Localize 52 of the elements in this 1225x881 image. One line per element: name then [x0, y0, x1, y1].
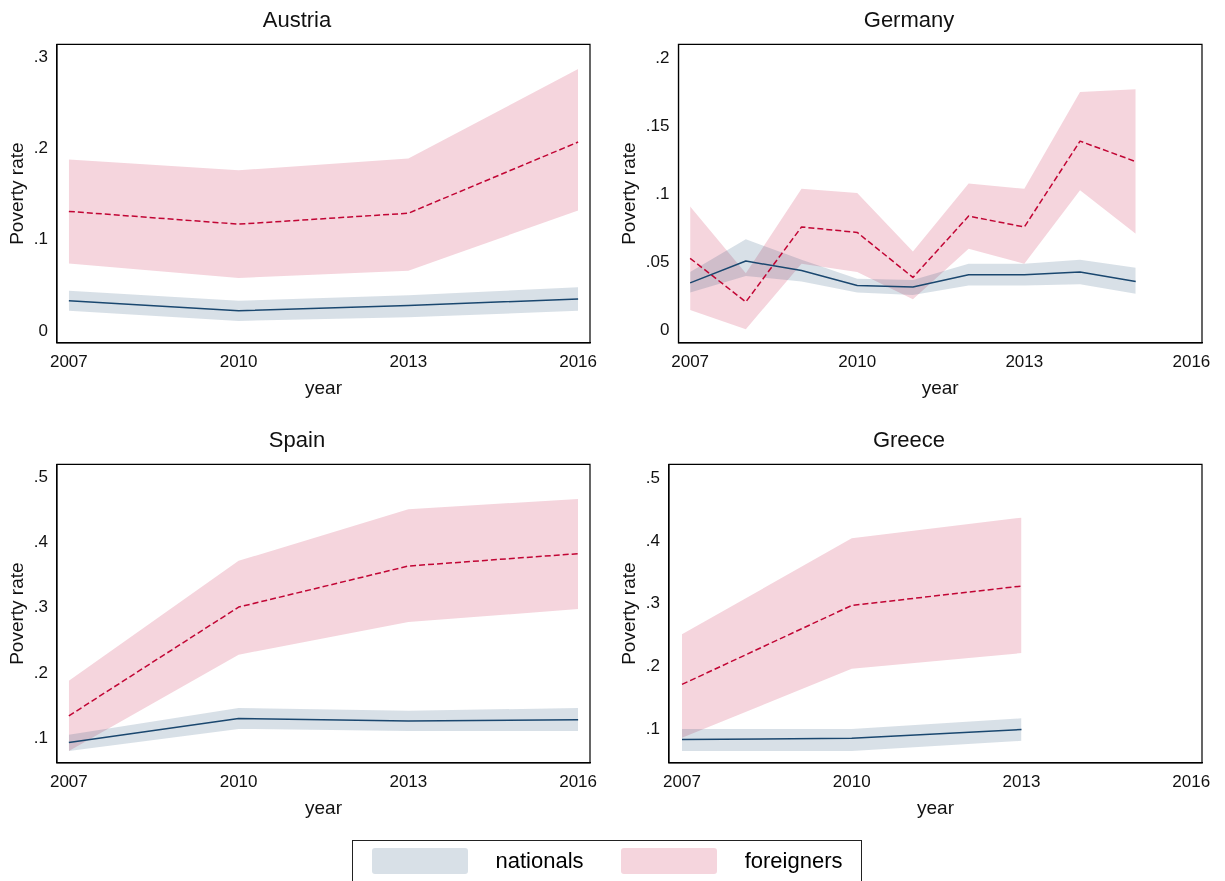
y-tick-label: .1 — [33, 727, 48, 747]
y-tick-label: .1 — [645, 718, 660, 738]
x-tick-label: 2016 — [559, 351, 598, 371]
y-tick-label: 0 — [38, 320, 48, 340]
x-tick-label: 2007 — [49, 771, 88, 791]
x-tick-label: 2010 — [838, 351, 877, 371]
x-tick-label: 2007 — [663, 771, 701, 791]
x-tick-label: 2010 — [832, 771, 871, 791]
y-tick-label: .2 — [33, 662, 48, 682]
x-tick-label: 2013 — [389, 771, 428, 791]
y-tick-label: .05 — [645, 252, 670, 272]
line-series — [68, 552, 579, 717]
y-axis-title: Poverty rate — [617, 142, 639, 245]
x-axis-title: year — [921, 376, 960, 398]
y-tick-label: .2 — [655, 47, 670, 67]
x-axis-title: year — [305, 376, 343, 398]
y-axis-title: Poverty rate — [5, 562, 27, 665]
x-tick-label: 2016 — [1172, 351, 1211, 371]
chart-title: Spain — [268, 427, 326, 453]
y-tick-label: .1 — [33, 229, 48, 249]
x-tick-label: 2010 — [219, 771, 258, 791]
y-tick-label: .4 — [645, 530, 660, 550]
y-tick-label: .5 — [33, 467, 48, 487]
x-tick-label: 2016 — [1172, 771, 1211, 791]
x-axis-title: year — [917, 796, 955, 818]
x-tick-label: 2010 — [219, 351, 258, 371]
line-series — [689, 140, 1137, 303]
y-tick-label: .3 — [33, 46, 48, 66]
y-tick-label: .5 — [645, 467, 660, 487]
line-series — [68, 141, 579, 225]
chart-title: Germany — [863, 7, 955, 33]
y-tick-label: .1 — [655, 183, 670, 203]
y-tick-label: .4 — [33, 532, 48, 552]
y-tick-label: .3 — [645, 593, 660, 613]
y-axis-title: Poverty rate — [617, 562, 639, 665]
x-axis-title: year — [305, 796, 343, 818]
x-tick-label: 2013 — [389, 351, 428, 371]
x-tick-label: 2007 — [49, 351, 88, 371]
legend-label: foreigners — [744, 848, 843, 874]
x-tick-label: 2007 — [671, 351, 710, 371]
y-tick-label: .2 — [33, 138, 48, 158]
y-tick-label: 0 — [659, 320, 670, 340]
chart-title: Greece — [872, 427, 946, 453]
legend-label: nationals — [495, 848, 584, 874]
x-tick-label: 2013 — [1002, 771, 1041, 791]
y-tick-label: .15 — [645, 115, 670, 135]
x-tick-label: 2013 — [1005, 351, 1044, 371]
y-tick-label: .2 — [645, 655, 660, 675]
y-tick-label: .3 — [33, 597, 48, 617]
y-axis-title: Poverty rate — [5, 142, 27, 245]
chart-title: Austria — [262, 7, 332, 33]
x-tick-label: 2016 — [559, 771, 598, 791]
